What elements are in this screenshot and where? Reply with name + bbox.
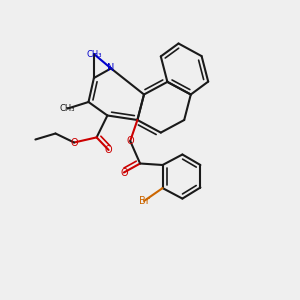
Text: O: O bbox=[105, 145, 112, 155]
Text: O: O bbox=[120, 167, 128, 178]
Text: N: N bbox=[107, 63, 115, 74]
Text: CH₃: CH₃ bbox=[86, 50, 102, 58]
Text: CH₃: CH₃ bbox=[60, 104, 75, 113]
Text: O: O bbox=[70, 137, 78, 148]
Text: O: O bbox=[126, 136, 134, 146]
Text: Br: Br bbox=[139, 196, 149, 206]
